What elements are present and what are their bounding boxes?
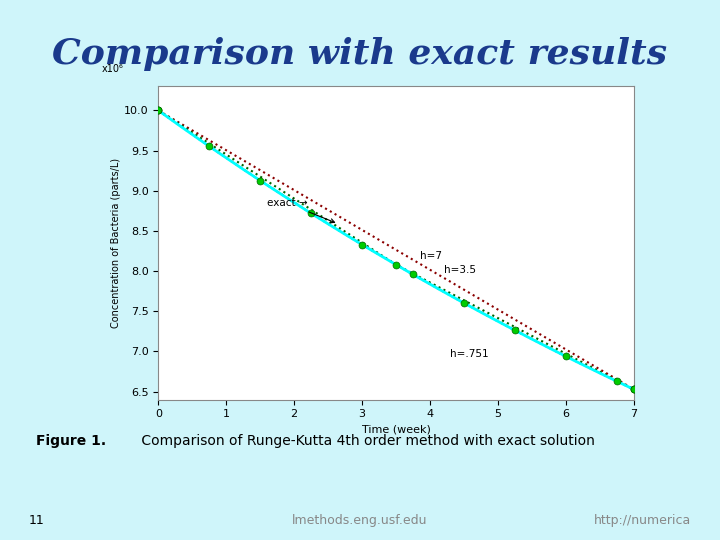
Point	[390, 260, 402, 269]
Point	[611, 377, 622, 386]
Point	[628, 385, 639, 394]
Point	[509, 326, 521, 335]
Text: exact →: exact →	[267, 198, 335, 223]
Text: Comparison of Runge-Kutta 4th order method with exact solution: Comparison of Runge-Kutta 4th order meth…	[137, 435, 595, 449]
Text: x10⁶: x10⁶	[102, 64, 123, 74]
Point	[153, 106, 164, 115]
Point	[458, 299, 469, 307]
Point	[204, 142, 215, 151]
Text: h=3.5: h=3.5	[444, 265, 475, 275]
Point	[408, 270, 419, 279]
Text: Comparison with exact results: Comparison with exact results	[53, 37, 667, 71]
Point	[560, 352, 572, 361]
Point	[153, 106, 164, 115]
Y-axis label: Concentration of Bacteria (parts/L): Concentration of Bacteria (parts/L)	[112, 158, 121, 328]
Point	[628, 385, 639, 394]
Text: lmethods.eng.usf.edu: lmethods.eng.usf.edu	[292, 514, 428, 527]
Text: h=7: h=7	[420, 251, 442, 261]
X-axis label: Time (week): Time (week)	[361, 425, 431, 435]
Text: h=.751: h=.751	[450, 349, 489, 359]
Text: http://numerica: http://numerica	[594, 514, 691, 527]
Point	[356, 240, 368, 249]
Point	[628, 385, 639, 394]
Point	[305, 209, 317, 218]
Text: 11: 11	[29, 514, 45, 527]
Point	[254, 176, 266, 185]
Point	[153, 106, 164, 115]
Text: Figure 1.: Figure 1.	[36, 435, 106, 449]
